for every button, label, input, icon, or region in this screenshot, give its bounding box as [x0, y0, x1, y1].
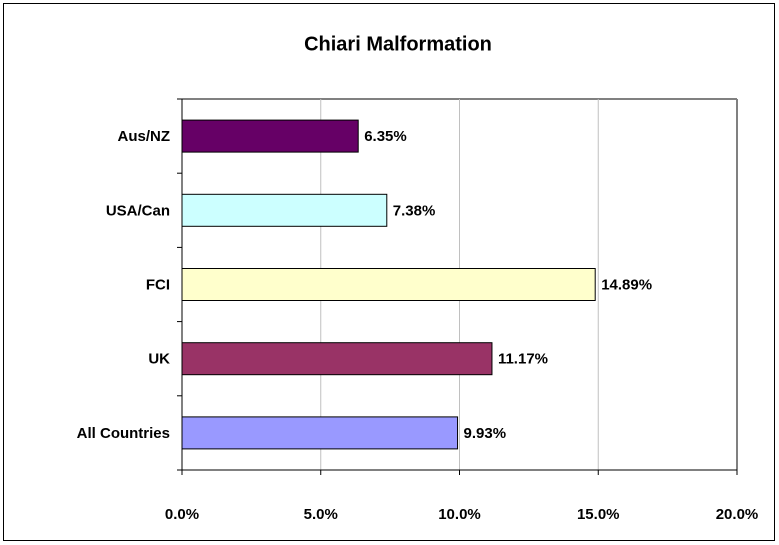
data-label: 14.89% — [601, 276, 652, 293]
bar — [181, 342, 493, 376]
data-label: 9.93% — [464, 425, 507, 442]
x-tick-label: 15.0% — [577, 506, 620, 523]
data-label: 11.17% — [498, 351, 548, 368]
y-tick-label: FCI — [146, 276, 170, 293]
bar — [181, 119, 359, 153]
x-tick-label: 5.0% — [304, 506, 338, 523]
x-tick-label: 20.0% — [716, 506, 759, 523]
x-tick-label: 10.0% — [438, 506, 481, 523]
x-tick-label: 0.0% — [165, 506, 199, 523]
chart-title: Chiari Malformation — [304, 33, 492, 55]
y-tick-label: UK — [148, 351, 170, 368]
y-tick-label: All Countries — [77, 425, 170, 442]
y-tick-label: USA/Can — [106, 202, 170, 219]
bar — [181, 268, 596, 301]
bar — [181, 416, 459, 450]
bar — [181, 193, 388, 227]
y-tick-label: Aus/NZ — [118, 128, 171, 145]
data-label: 7.38% — [393, 202, 436, 219]
data-label: 6.35% — [364, 128, 407, 145]
